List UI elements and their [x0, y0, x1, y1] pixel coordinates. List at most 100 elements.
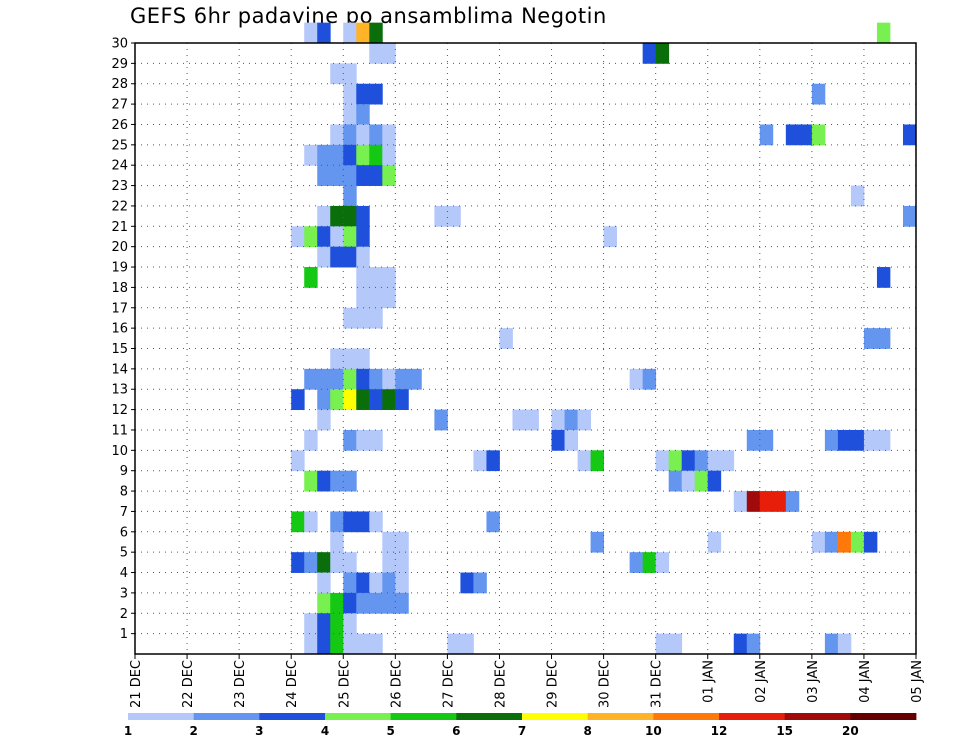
heatmap-cell: [330, 633, 344, 655]
heatmap-cell: [681, 470, 696, 492]
legend-label: 8: [583, 724, 591, 738]
heatmap-cell: [317, 613, 331, 635]
heatmap-cell: [343, 429, 357, 451]
heatmap-cell: [317, 368, 331, 390]
heatmap-cell: [655, 43, 670, 64]
y-tick-label: 30: [111, 37, 128, 52]
heatmap-cell: [746, 633, 761, 655]
heatmap-cell: [330, 348, 344, 370]
legend-swatch: [719, 713, 786, 720]
heatmap-cell: [850, 531, 865, 553]
heatmap-cell: [304, 226, 318, 248]
heatmap-cell: [304, 552, 318, 573]
heatmap-cell: [382, 368, 396, 390]
y-tick-label: 18: [111, 281, 128, 296]
heatmap-cell: [356, 124, 370, 146]
heatmap-cell: [330, 205, 344, 227]
heatmap-cell: [317, 246, 331, 268]
heatmap-cell: [382, 592, 396, 614]
heatmap-cell: [395, 552, 409, 573]
x-tick-label: 23 DEC: [233, 660, 248, 708]
heatmap-cell: [330, 226, 344, 248]
heatmap-cell: [343, 572, 357, 594]
heatmap-cell: [356, 633, 370, 655]
legend-label: 4: [321, 724, 329, 738]
heatmap-cell: [759, 491, 774, 512]
heatmap-cell: [720, 450, 735, 472]
y-tick-label: 27: [111, 98, 128, 113]
heatmap-cell: [382, 389, 396, 410]
heatmap-cell: [642, 43, 657, 64]
x-tick-label: 30 DEC: [598, 660, 613, 708]
y-tick-label: 3: [120, 586, 128, 601]
heatmap-cell: [590, 450, 604, 472]
legend-swatch: [522, 713, 589, 720]
legend-swatch: [456, 713, 523, 720]
legend-label: 12: [711, 724, 728, 738]
y-tick-label: 22: [111, 199, 128, 214]
heatmap-cell: [876, 22, 891, 44]
heatmap-cell: [811, 531, 826, 553]
heatmap-cell: [668, 450, 683, 472]
heatmap-cell: [863, 429, 878, 451]
heatmap-cell: [369, 287, 383, 309]
heatmap-cell: [330, 592, 344, 614]
y-tick-label: 15: [111, 342, 128, 357]
heatmap-cell: [642, 552, 657, 573]
heatmap-cell: [369, 83, 383, 105]
y-tick-label: 14: [111, 362, 128, 377]
y-tick-label: 13: [111, 383, 128, 398]
x-tick-label: 05 JAN: [910, 660, 925, 703]
heatmap-cell: [629, 368, 644, 390]
heatmap-cell: [655, 633, 670, 655]
heatmap-cell: [369, 124, 383, 146]
heatmap-cell: [369, 43, 383, 64]
x-tick-label: 02 JAN: [754, 660, 769, 703]
heatmap-cell: [343, 470, 357, 492]
heatmap-cell: [343, 246, 357, 268]
heatmap-cell: [382, 531, 396, 553]
heatmap-cell: [707, 450, 722, 472]
heatmap-cell: [850, 429, 865, 451]
heatmap-cell: [317, 409, 331, 431]
heatmap-cell: [343, 63, 357, 85]
heatmap-cell: [434, 409, 448, 431]
heatmap-cell: [824, 633, 839, 655]
heatmap-cell: [863, 328, 878, 349]
heatmap-cell: [473, 450, 487, 472]
y-tick-label: 16: [111, 322, 128, 337]
heatmap-cell: [746, 491, 761, 512]
heatmap-cell: [876, 429, 891, 451]
heatmap-cell: [330, 246, 344, 268]
heatmap-cell: [369, 511, 383, 533]
heatmap-cell: [655, 552, 670, 573]
heatmap-cell: [369, 572, 383, 594]
y-tick-label: 25: [111, 138, 128, 153]
x-tick-label: 04 JAN: [858, 660, 873, 703]
y-tick-label: 12: [111, 403, 128, 418]
heatmap-cell: [395, 592, 409, 614]
y-tick-label: 1: [120, 627, 128, 642]
x-tick-label: 03 JAN: [806, 660, 821, 703]
x-tick-label: 26 DEC: [389, 660, 404, 708]
heatmap-cell: [304, 368, 318, 390]
y-tick-label: 19: [111, 261, 128, 276]
heatmap-cell: [369, 165, 383, 186]
heatmap-cell: [356, 511, 370, 533]
heatmap-cell: [694, 450, 709, 472]
heatmap-cell: [434, 205, 448, 227]
heatmap-cell: [343, 511, 357, 533]
heatmap-cell: [512, 409, 526, 431]
heatmap-cell: [356, 246, 370, 268]
heatmap-cell: [330, 552, 344, 573]
y-tick-label: 5: [120, 546, 128, 561]
heatmap-cell: [343, 205, 357, 227]
heatmap-cell: [343, 185, 357, 207]
heatmap-cell: [356, 429, 370, 451]
heatmap-cell: [759, 429, 774, 451]
x-tick-label: 29 DEC: [546, 660, 561, 708]
heatmap-cell: [473, 572, 487, 594]
heatmap-cell: [577, 450, 591, 472]
heatmap-cell: [343, 22, 357, 44]
heatmap-cell: [343, 552, 357, 573]
